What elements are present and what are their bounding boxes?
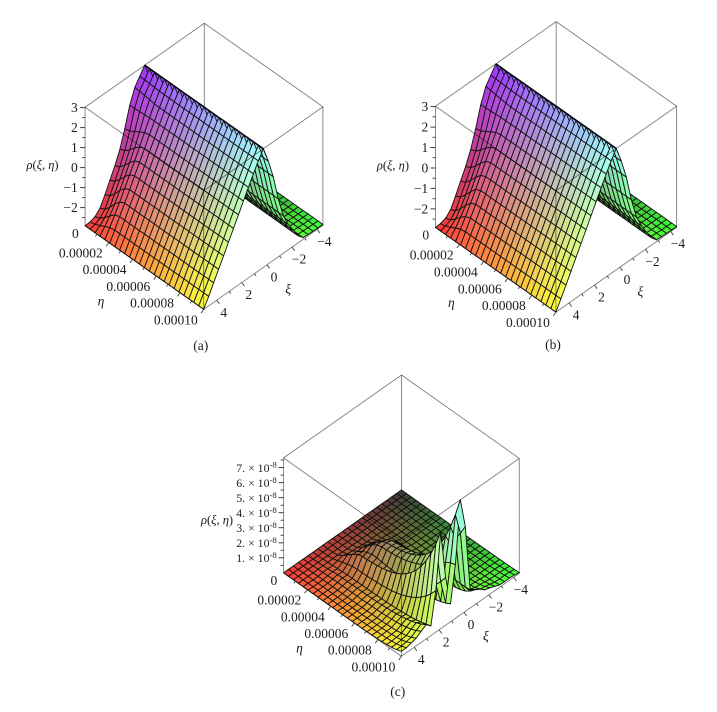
- svg-text:−1: −1: [414, 181, 428, 196]
- svg-text:4: 4: [220, 305, 227, 320]
- svg-text:0: 0: [271, 269, 278, 284]
- svg-text:ξ: ξ: [483, 628, 489, 643]
- svg-text:2: 2: [245, 287, 252, 302]
- svg-text:−4: −4: [671, 236, 686, 251]
- svg-text:(c): (c): [390, 684, 405, 699]
- svg-text:0.00004: 0.00004: [281, 609, 325, 624]
- svg-text:η: η: [98, 294, 105, 309]
- svg-text:0: 0: [72, 226, 79, 241]
- svg-text:−2: −2: [414, 202, 428, 217]
- svg-text:0.00010: 0.00010: [154, 312, 198, 327]
- svg-text:−2: −2: [292, 252, 306, 267]
- svg-text:ξ: ξ: [638, 284, 644, 299]
- svg-text:1: 1: [421, 140, 428, 155]
- svg-text:0: 0: [422, 228, 429, 243]
- svg-text:0: 0: [468, 617, 475, 632]
- svg-text:ρ(ξ, η): ρ(ξ, η): [200, 513, 233, 527]
- svg-text:0.00002: 0.00002: [410, 247, 454, 262]
- svg-text:0.00004: 0.00004: [83, 262, 127, 277]
- svg-text:0.00006: 0.00006: [106, 279, 150, 294]
- svg-text:2: 2: [71, 120, 78, 135]
- svg-text:0: 0: [270, 573, 277, 588]
- svg-text:ρ(ξ, η): ρ(ξ, η): [25, 158, 58, 172]
- svg-text:2. × 10-8: 2. × 10-8: [236, 535, 277, 550]
- svg-text:0: 0: [71, 160, 78, 175]
- svg-text:(a): (a): [193, 338, 208, 353]
- svg-text:5. × 10-8: 5. × 10-8: [236, 490, 277, 505]
- svg-text:−4: −4: [514, 582, 529, 597]
- svg-text:0.00010: 0.00010: [352, 659, 396, 674]
- svg-text:2: 2: [598, 290, 605, 305]
- svg-text:0.00006: 0.00006: [304, 626, 348, 641]
- svg-text:0.00008: 0.00008: [130, 296, 174, 311]
- svg-text:η: η: [296, 641, 303, 656]
- svg-text:η: η: [448, 295, 455, 310]
- svg-text:6. × 10-8: 6. × 10-8: [236, 475, 277, 490]
- svg-text:0: 0: [624, 272, 631, 287]
- svg-text:4: 4: [573, 308, 580, 323]
- svg-text:ξ: ξ: [285, 281, 291, 296]
- svg-text:ρ(ξ, η): ρ(ξ, η): [376, 159, 409, 173]
- svg-text:4. × 10-8: 4. × 10-8: [236, 505, 277, 520]
- svg-text:3: 3: [71, 100, 78, 115]
- svg-text:0.00006: 0.00006: [458, 281, 502, 296]
- svg-text:−1: −1: [63, 180, 77, 195]
- svg-text:3. × 10-8: 3. × 10-8: [236, 520, 277, 535]
- svg-text:0.00010: 0.00010: [506, 315, 550, 330]
- svg-text:−2: −2: [63, 200, 77, 215]
- svg-text:0.00002: 0.00002: [257, 593, 301, 608]
- svg-text:0.00002: 0.00002: [59, 246, 103, 261]
- svg-text:1: 1: [71, 140, 78, 155]
- svg-text:1. × 10-8: 1. × 10-8: [236, 550, 277, 565]
- svg-text:0: 0: [421, 161, 428, 176]
- svg-text:4: 4: [418, 652, 425, 667]
- svg-text:2: 2: [421, 120, 428, 135]
- svg-text:0.00008: 0.00008: [482, 298, 526, 313]
- svg-text:7. × 10-8: 7. × 10-8: [236, 460, 277, 475]
- svg-text:−2: −2: [645, 254, 659, 269]
- svg-text:(b): (b): [545, 337, 561, 352]
- svg-text:0.00008: 0.00008: [328, 643, 372, 658]
- svg-text:3: 3: [421, 99, 428, 114]
- svg-text:−2: −2: [489, 599, 503, 614]
- svg-text:2: 2: [443, 634, 450, 649]
- svg-text:−4: −4: [317, 234, 332, 249]
- svg-text:0.00004: 0.00004: [434, 264, 478, 279]
